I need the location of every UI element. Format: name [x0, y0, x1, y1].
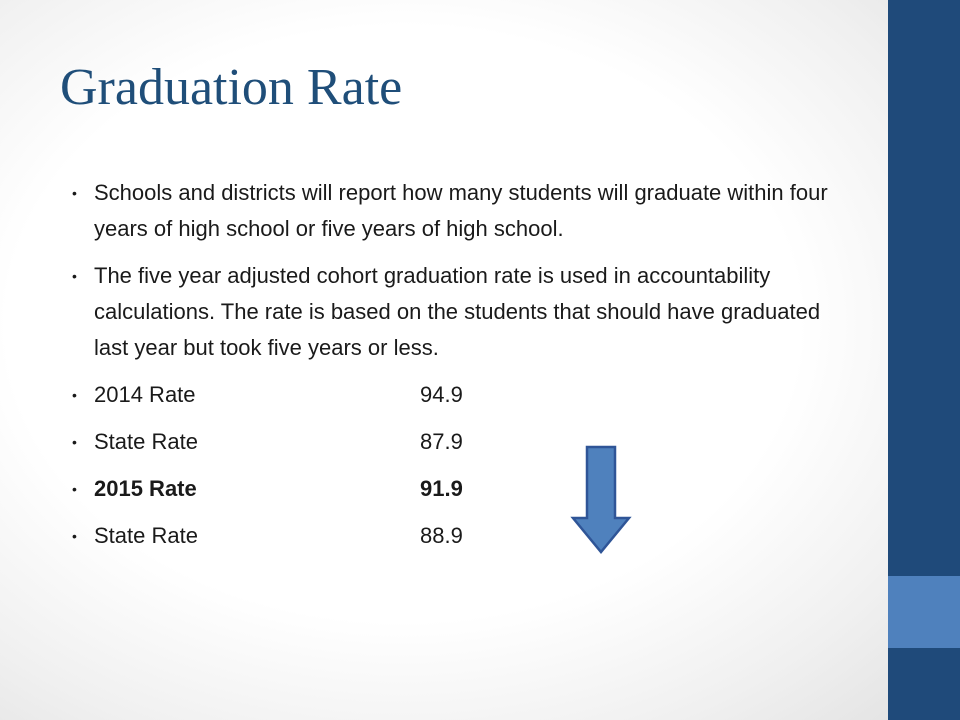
decorative-side-bar	[888, 0, 960, 720]
side-bar-bottom-segment	[888, 648, 960, 720]
rate-label: 2014 Rate	[94, 382, 196, 407]
bullet-text: Schools and districts will report how ma…	[94, 180, 828, 241]
bullet-dot: •	[72, 268, 77, 284]
rate-row-state-2015: • State Rate 88.9	[72, 518, 832, 554]
rate-label: State Rate	[94, 523, 198, 548]
bullet-item-report: • Schools and districts will report how …	[72, 175, 839, 247]
rate-row-2015: • 2015 Rate 91.9	[72, 471, 832, 507]
side-bar-top-segment	[888, 0, 960, 576]
bullet-dot: •	[72, 481, 77, 497]
slide-title: Graduation Rate	[60, 59, 403, 116]
rate-value: 88.9	[420, 523, 463, 548]
bullet-dot: •	[72, 387, 77, 403]
rate-value: 91.9	[420, 476, 463, 501]
rate-value: 87.9	[420, 429, 463, 454]
bullet-item-cohort: • The five year adjusted cohort graduati…	[72, 258, 839, 366]
rate-value: 94.9	[420, 382, 463, 407]
bullet-list: • Schools and districts will report how …	[72, 175, 832, 565]
rate-label: 2015 Rate	[94, 476, 197, 501]
side-bar-middle-segment	[888, 576, 960, 648]
bullet-dot: •	[72, 434, 77, 450]
bullet-dot: •	[72, 185, 77, 201]
bullet-text: The five year adjusted cohort graduation…	[94, 263, 821, 360]
bullet-dot: •	[72, 528, 77, 544]
rate-row-2014: • 2014 Rate 94.9	[72, 377, 832, 413]
rate-row-state-2014: • State Rate 87.9	[72, 424, 832, 460]
down-arrow-icon	[570, 445, 632, 554]
rate-label: State Rate	[94, 429, 198, 454]
